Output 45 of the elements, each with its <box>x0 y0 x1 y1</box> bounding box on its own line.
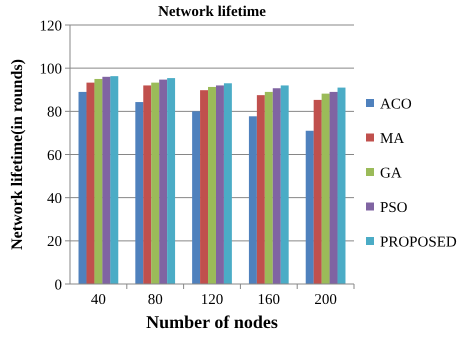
y-tick-label: 0 <box>54 277 62 294</box>
bar <box>110 76 118 284</box>
bar <box>306 130 314 284</box>
y-tick-label: 120 <box>40 18 62 34</box>
bar <box>322 94 330 284</box>
x-tick-label: 80 <box>148 292 163 308</box>
y-tick-label: 100 <box>40 61 62 78</box>
bar <box>264 92 273 284</box>
bar <box>94 78 102 284</box>
legend-label: MA <box>380 130 404 147</box>
bar <box>192 111 200 284</box>
legend-label: PROPOSED <box>380 234 457 250</box>
bar <box>330 92 338 284</box>
bar <box>78 92 86 284</box>
x-tick-label: 160 <box>258 292 280 308</box>
y-tick-label: 20 <box>47 234 62 250</box>
x-tick-label: 40 <box>90 292 106 308</box>
bar <box>280 85 289 284</box>
bar <box>167 78 176 284</box>
legend-label: GA <box>380 165 402 182</box>
x-tick-label: 200 <box>314 292 337 308</box>
legend-label: ACO <box>380 96 412 112</box>
x-axis-title: Number of nodes <box>146 312 278 332</box>
legend-label: PSO <box>380 200 408 216</box>
bar <box>338 88 346 284</box>
bar <box>224 83 232 284</box>
chart-title: Network lifetime <box>158 4 266 20</box>
bar <box>272 88 281 284</box>
bar <box>143 85 152 284</box>
y-tick-label: 40 <box>47 190 62 207</box>
bar <box>86 82 94 284</box>
bar <box>208 86 216 284</box>
bar <box>135 102 144 284</box>
bar <box>159 80 168 284</box>
bar <box>248 116 257 284</box>
bar <box>216 85 224 284</box>
bar <box>314 100 322 284</box>
y-axis-title: Network lifetime(in rounds) <box>9 59 26 250</box>
y-tick-label: 80 <box>47 104 62 121</box>
bar <box>151 82 160 284</box>
bar <box>256 95 265 284</box>
y-tick-label: 60 <box>47 148 62 164</box>
x-tick-label: 120 <box>200 292 224 308</box>
bar <box>102 76 110 284</box>
bar <box>200 90 208 284</box>
